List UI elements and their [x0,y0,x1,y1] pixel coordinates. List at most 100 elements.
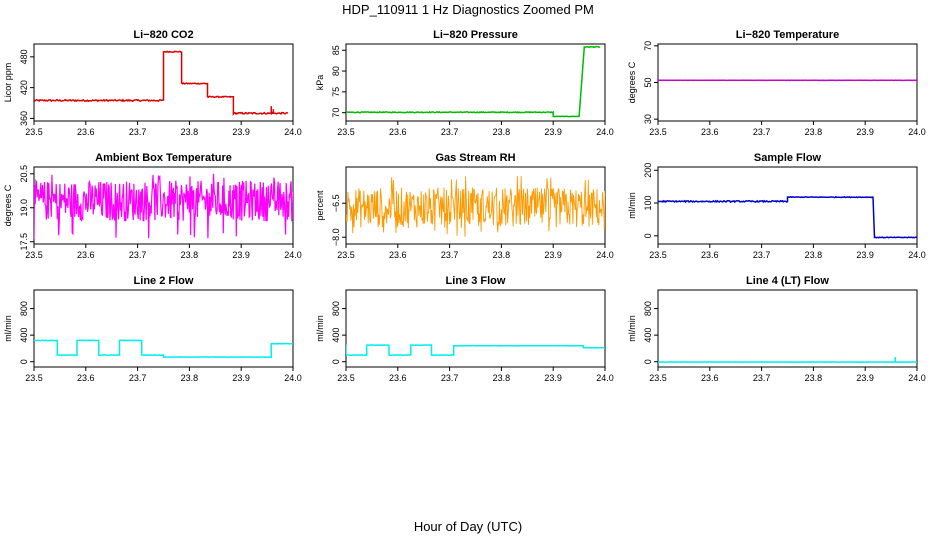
x-tick-label: 23.6 [701,373,719,383]
y-tick-label: 50 [643,77,653,87]
y-tick-label: 100 [643,196,653,211]
x-tick-label: 23.5 [649,250,667,260]
x-tick-label: 23.5 [337,127,355,137]
x-tick-label: 23.8 [805,373,823,383]
y-axis-label: ml/min [3,315,13,342]
series-gas-stream-rh [346,176,605,237]
panel-sample-flow: Sample Flow 23.5 23.6 23.7 23.8 23.9 24.0 0 100 2… [627,152,926,260]
y-tick-label: 800 [331,301,341,316]
x-tick-label: 23.9 [544,250,562,260]
x-tick-label: 24.0 [284,373,302,383]
y-tick-label: −6.5 [331,194,341,212]
y-tick-label: 480 [19,49,29,64]
series-line [34,339,293,359]
plot-frame [33,43,294,122]
plot-frame [33,289,294,368]
x-tick-label: 23.6 [389,250,407,260]
x-tick-label: 24.0 [284,250,302,260]
x-axis-title: Hour of Day (UTC) [413,519,523,534]
y-tick-label: 360 [19,111,29,126]
y-tick-label: 400 [331,328,341,343]
panel-line-3-flow: Line 3 Flow 23.5 23.6 23.7 23.8 23.9 24.0 0 400 8… [315,275,614,383]
x-tick-label: 24.0 [596,250,614,260]
x-tick-label: 23.8 [181,250,199,260]
series-line [34,50,289,117]
series-line-3-flow [346,344,605,357]
x-tick-label: 24.0 [908,250,926,260]
panel-title: Li−820 Pressure [433,29,518,41]
x-tick-label: 23.6 [77,250,95,260]
panel-title: Gas Stream RH [435,152,515,164]
x-tick-label: 23.9 [232,127,250,137]
y-axis-label: ml/min [627,315,637,342]
plot-frame [657,43,918,122]
x-tick-label: 23.9 [856,127,874,137]
panel-line-4-lt-flow: Line 4 (LT) Flow 23.5 23.6 23.7 23.8 23.9 24.0… [627,275,926,383]
x-tick-label: 23.7 [753,250,771,260]
panel-line-2-flow: Line 2 Flow 23.5 23.6 23.7 23.8 23.9 24.0 0 400 8… [3,275,302,383]
x-tick-label: 23.9 [232,373,250,383]
x-tick-label: 23.5 [337,373,355,383]
y-tick-label: 800 [643,301,653,316]
y-axis-label: Licor ppm [3,63,13,103]
panel-title: Line 4 (LT) Flow [746,275,829,287]
panel-li-820-pressure: Li−820 Pressure 23.5 23.6 23.7 23.8 23.9 24.0 7… [315,29,614,137]
panel-title: Line 2 Flow [134,275,194,287]
x-tick-label: 23.7 [441,373,459,383]
x-tick-label: 23.8 [493,250,511,260]
panel-title: Line 3 Flow [446,275,506,287]
y-tick-label: 400 [19,328,29,343]
x-tick-label: 23.9 [856,250,874,260]
y-tick-label: 20.5 [19,165,29,183]
panel-title: Ambient Box Temperature [95,152,232,164]
y-tick-label: 85 [331,45,341,55]
y-tick-label: 200 [643,163,653,178]
x-tick-label: 23.6 [77,127,95,137]
x-tick-label: 23.6 [389,127,407,137]
x-tick-label: 24.0 [596,373,614,383]
y-tick-label: 19.0 [19,199,29,217]
panel-li-820-temperature: Li−820 Temperature 23.5 23.6 23.7 23.8 23.9 24… [627,29,926,137]
series-line [346,45,601,118]
panel-title: Li−820 Temperature [736,29,839,41]
y-tick-label: −8.0 [331,228,341,246]
x-tick-label: 24.0 [596,127,614,137]
x-tick-label: 24.0 [908,373,926,383]
series-line-2-flow [34,339,293,359]
x-tick-label: 23.6 [77,373,95,383]
y-axis-label: degrees C [3,184,13,226]
series-li-820-co2 [34,50,289,117]
x-tick-label: 24.0 [284,127,302,137]
x-tick-label: 23.6 [701,127,719,137]
x-tick-label: 23.7 [753,127,771,137]
x-tick-label: 23.9 [856,373,874,383]
x-tick-label: 23.7 [129,127,147,137]
x-tick-label: 23.7 [441,127,459,137]
figure-title: HDP_110911 1 Hz Diagnostics Zoomed PM [342,2,594,17]
x-tick-label: 23.8 [493,127,511,137]
panel-title: Li−820 CO2 [133,29,193,41]
series-line [658,195,917,239]
y-tick-label: 0 [643,359,653,364]
y-tick-label: 420 [19,80,29,95]
x-tick-label: 23.9 [544,373,562,383]
x-tick-label: 23.7 [441,250,459,260]
x-tick-label: 23.5 [337,250,355,260]
panel-gas-stream-rh: Gas Stream RH 23.5 23.6 23.7 23.8 23.9 24.0 −8.… [315,152,614,260]
series-line-4-lt-flow [658,357,917,363]
y-axis-label: kPa [315,75,325,91]
y-tick-label: 30 [643,114,653,124]
x-tick-label: 23.5 [649,127,667,137]
series-line [346,344,605,357]
x-tick-label: 23.5 [25,250,43,260]
x-tick-label: 23.5 [25,127,43,137]
x-tick-label: 24.0 [908,127,926,137]
y-tick-label: 70 [643,41,653,51]
panel-ambient-box-temperature: Ambient Box Temperature 23.5 23.6 23.7 23.8 2… [3,152,302,260]
panel-li-820-co2: Li−820 CO2 23.5 23.6 23.7 23.8 23.9 24.0 360 420… [3,29,302,137]
x-tick-label: 23.7 [129,250,147,260]
y-axis-label: ml/min [627,192,637,219]
x-tick-label: 23.8 [805,127,823,137]
series-ambient-box-temperature [34,173,293,240]
